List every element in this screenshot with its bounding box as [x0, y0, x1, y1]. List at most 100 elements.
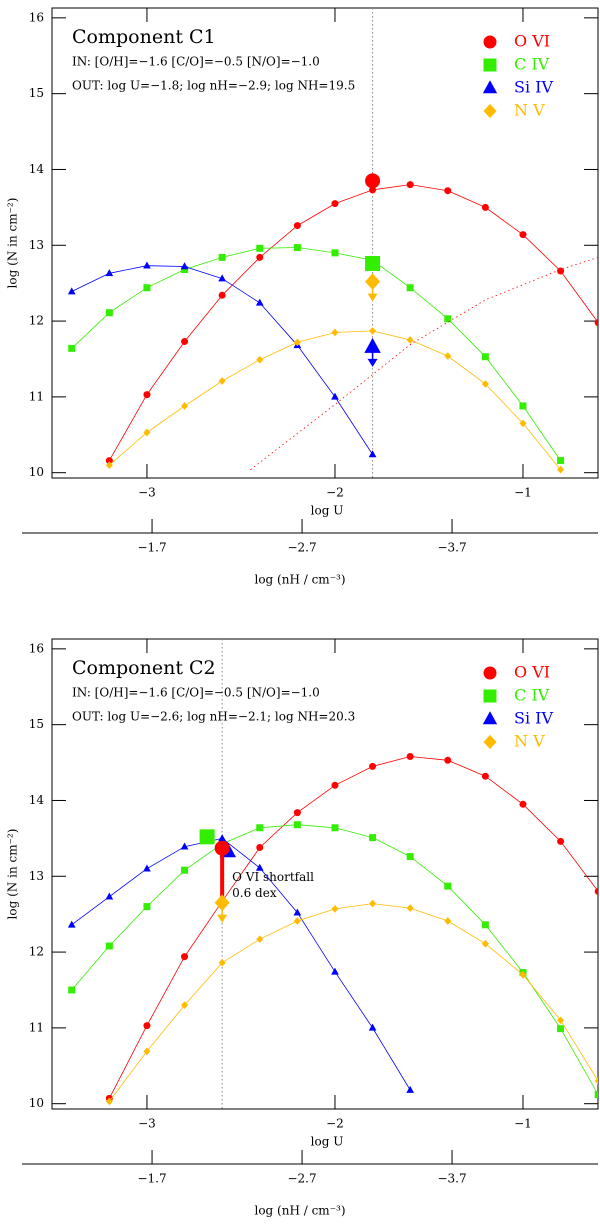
- x2-tick-label: −3.7: [437, 541, 466, 555]
- marker-circle: [594, 319, 598, 327]
- panel-title: Component C1: [72, 26, 216, 48]
- annotation: 0.6 dex: [232, 886, 277, 900]
- marker-triangle: [67, 287, 76, 295]
- y-tick-label: 14: [29, 793, 45, 807]
- marker-diamond: [519, 970, 527, 979]
- marker-diamond: [444, 352, 452, 360]
- marker-diamond: [481, 380, 489, 388]
- marker-diamond: [483, 734, 497, 750]
- curves: [67, 753, 598, 1106]
- marker-diamond: [369, 327, 377, 335]
- model-curve: [71, 824, 598, 1095]
- panel: 10 11 12 13 14 15 16 −3 −2 −1 log U log (N in cm⁻²)…: [6, 638, 599, 1218]
- marker-triangle: [293, 908, 302, 916]
- marker-diamond: [256, 355, 264, 364]
- x2-axis-label: log (nH / cm⁻³): [254, 1204, 345, 1218]
- marker-square: [143, 284, 151, 292]
- marker-circle: [331, 200, 339, 208]
- marker-circle: [143, 391, 151, 399]
- legend-label: O VI: [514, 663, 550, 682]
- model-curve: [250, 257, 598, 471]
- x-tick-label: −2: [326, 486, 344, 500]
- marker-square: [406, 284, 414, 292]
- y-tick-label: 11: [29, 389, 44, 403]
- marker-circle: [406, 753, 414, 760]
- marker-circle: [481, 772, 489, 780]
- marker-diamond: [406, 336, 414, 344]
- model-curve: [108, 756, 598, 1099]
- marker-triangle: [180, 842, 189, 850]
- marker-square: [293, 821, 301, 829]
- legend-label: Si IV: [514, 78, 553, 97]
- y-tick-label: 14: [29, 162, 45, 176]
- marker-triangle: [218, 834, 227, 842]
- marker-diamond: [256, 935, 264, 944]
- marker-square: [331, 249, 339, 257]
- marker-circle: [519, 231, 527, 239]
- marker-square: [181, 866, 189, 874]
- marker-square: [181, 266, 189, 274]
- marker-square: [369, 834, 377, 842]
- marker-triangle: [255, 298, 264, 306]
- marker-circle: [594, 887, 598, 895]
- marker-diamond: [181, 1001, 189, 1009]
- input-text: IN: [O/H]=−1.6 [C/O]=−0.5 [N/O]=−1.0: [72, 686, 320, 700]
- model-curve: [71, 837, 411, 1091]
- marker-triangle: [482, 711, 498, 725]
- marker-diamond: [331, 905, 339, 913]
- marker-diamond: [218, 958, 226, 967]
- legend-label: N V: [514, 732, 545, 751]
- x2-tick-label: −3.7: [437, 1172, 466, 1186]
- marker-triangle: [218, 274, 227, 282]
- marker-triangle: [255, 863, 264, 871]
- panel-title: Component C2: [72, 657, 216, 679]
- marker-square: [481, 353, 489, 361]
- marker-circle: [557, 267, 565, 275]
- marker-diamond: [143, 428, 151, 437]
- marker-circle: [256, 253, 264, 261]
- marker-circle: [293, 222, 301, 230]
- marker-circle: [519, 800, 527, 808]
- y-tick-label: 13: [29, 238, 44, 252]
- x-tick-label: −3: [138, 486, 156, 500]
- marker-triangle: [364, 337, 381, 353]
- x2-tick-label: −1.7: [137, 1172, 166, 1186]
- curves: [67, 181, 598, 474]
- upper-limit-head: [217, 914, 228, 923]
- marker-triangle: [143, 864, 151, 872]
- marker-diamond: [406, 904, 414, 912]
- marker-square: [406, 853, 414, 861]
- legend-label: N V: [514, 101, 545, 120]
- marker-square: [68, 344, 76, 352]
- marker-triangle: [105, 892, 114, 900]
- marker-circle: [181, 338, 189, 346]
- y-tick-label: 10: [29, 1096, 44, 1110]
- marker-square: [105, 309, 113, 317]
- y-tick-label: 12: [29, 314, 44, 328]
- marker-circle: [369, 762, 377, 770]
- output-text: OUT: log U=−2.6; log nH=−2.1; log NH=20.…: [72, 710, 355, 724]
- marker-square: [483, 689, 497, 703]
- marker-triangle: [105, 269, 114, 277]
- panel: 10 11 12 13 14 15 16 −3 −2 −1 log U log (N in cm⁻²)…: [6, 7, 599, 587]
- marker-triangle: [331, 967, 339, 975]
- marker-diamond: [483, 103, 497, 119]
- marker-square: [444, 882, 452, 890]
- x2-tick-label: −1.7: [137, 541, 166, 555]
- marker-diamond: [519, 419, 527, 428]
- marker-diamond: [293, 917, 301, 925]
- marker-diamond: [481, 939, 489, 948]
- marker-circle: [181, 953, 189, 961]
- y-tick-label: 12: [29, 945, 44, 959]
- marker-square: [557, 457, 565, 465]
- legend-label: Si IV: [514, 709, 553, 728]
- marker-circle: [369, 186, 377, 194]
- marker-triangle: [180, 262, 189, 270]
- marker-circle: [444, 756, 452, 764]
- x-tick-label: −1: [514, 1117, 532, 1131]
- marker-square: [481, 921, 489, 929]
- marker-square: [68, 986, 76, 994]
- y-axis-label: log (N in cm⁻²): [6, 829, 20, 920]
- marker-triangle: [67, 920, 76, 928]
- marker-circle: [483, 35, 497, 49]
